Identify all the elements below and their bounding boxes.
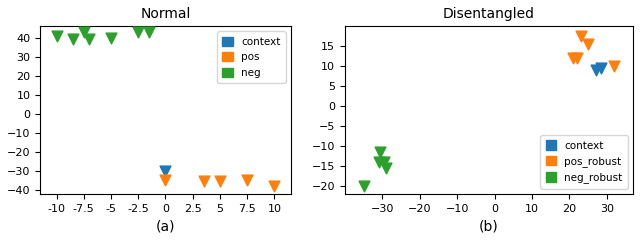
Title: Normal: Normal — [140, 7, 191, 21]
Point — [379, 160, 389, 164]
Point — [596, 66, 606, 70]
Point — [106, 36, 116, 40]
Point — [358, 184, 369, 188]
Point — [609, 64, 620, 68]
Point — [51, 34, 61, 38]
Point — [161, 179, 171, 182]
Point — [79, 30, 89, 34]
Point — [375, 150, 385, 154]
Point — [572, 56, 582, 60]
Point — [373, 160, 383, 164]
Point — [568, 56, 579, 60]
Point — [68, 37, 78, 41]
Point — [215, 180, 225, 183]
Point — [84, 37, 94, 41]
Point — [591, 68, 601, 72]
Point — [583, 42, 593, 46]
Point — [242, 179, 252, 182]
Point — [198, 180, 209, 183]
X-axis label: (b): (b) — [479, 219, 499, 233]
Point — [161, 169, 171, 173]
Legend: context, pos_robust, neg_robust: context, pos_robust, neg_robust — [540, 135, 628, 189]
Legend: context, pos, neg: context, pos, neg — [217, 31, 285, 83]
Point — [269, 184, 280, 188]
Point — [575, 34, 586, 38]
X-axis label: (a): (a) — [156, 219, 175, 233]
Point — [381, 166, 391, 170]
Point — [144, 30, 154, 34]
Title: Disentangled: Disentangled — [443, 7, 535, 21]
Point — [133, 30, 143, 34]
